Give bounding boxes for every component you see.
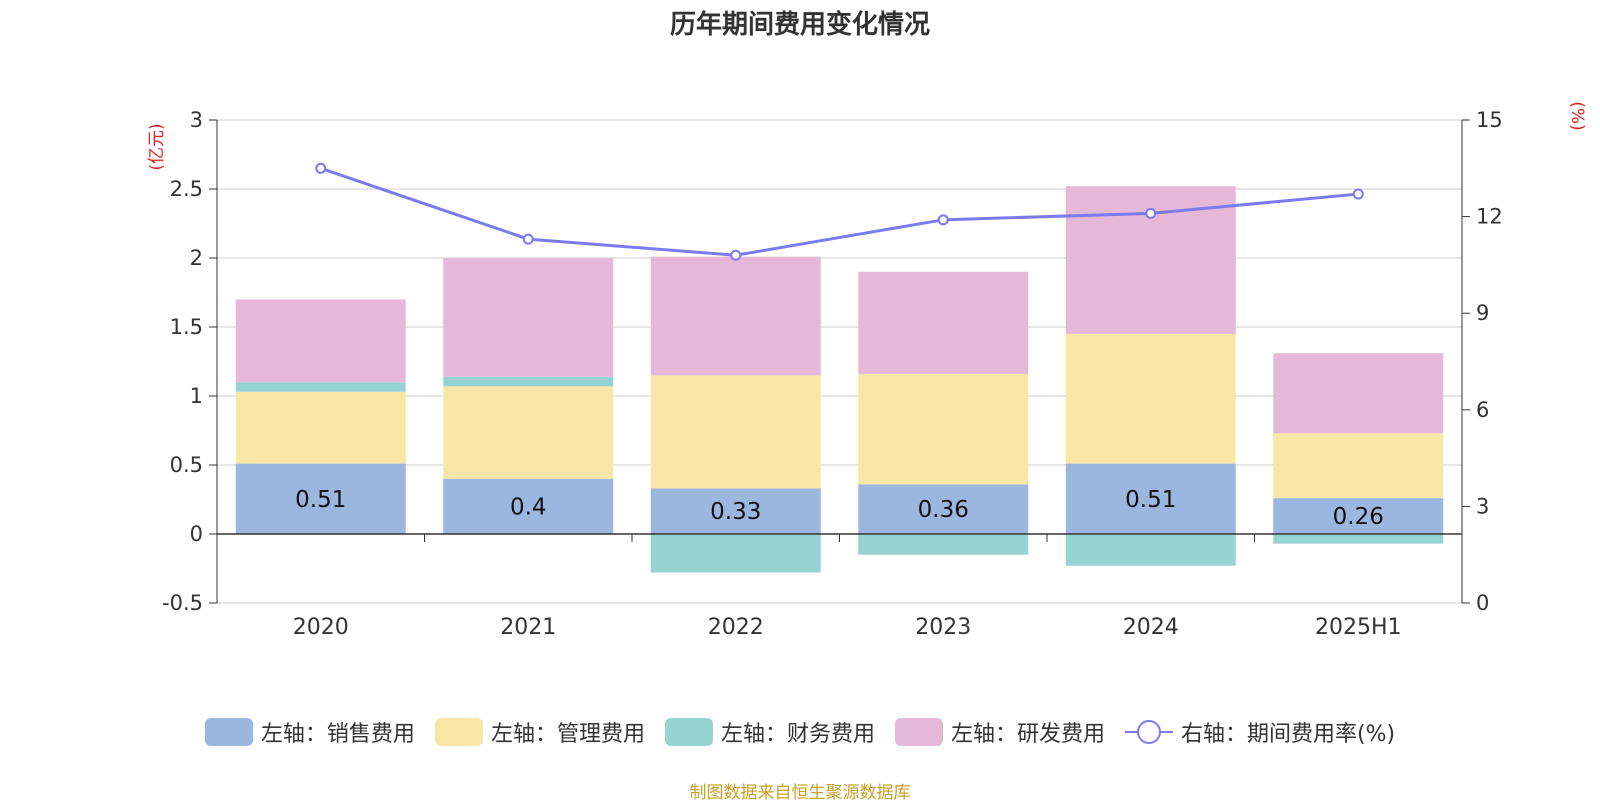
rate-point (730, 249, 742, 261)
left-axis-tick-label: 1 (190, 384, 203, 408)
rate-point (1352, 188, 1364, 200)
left-axis-tick-label: 2.5 (170, 177, 203, 201)
left-axis-tick-label: 0 (190, 522, 203, 546)
bar-finance (1273, 534, 1444, 544)
legend-label-rd: 左轴：研发费用 (950, 722, 1105, 747)
x-axis-tick-label: 2025H1 (1315, 615, 1402, 640)
right-axis-tick-label: 12 (1476, 205, 1503, 229)
chart-plot: 3 2.5 2 1.5 1 0.5 0 -0.5 15 12 9 6 3 0 (亿元) (%) 2020 2021… (147, 101, 1587, 640)
x-axis-tick-label: 2022 (708, 615, 764, 640)
bar-finance (650, 534, 821, 573)
bar-admin (1273, 433, 1444, 499)
data-label: 0.36 (918, 497, 969, 523)
bar-rd (858, 271, 1029, 374)
bar-finance (858, 534, 1029, 555)
legend-item-rate[interactable]: 右轴：期间费用率(%) (1124, 716, 1396, 748)
left-axis-tick-label: 1.5 (170, 315, 203, 339)
bar-finance (1065, 534, 1236, 566)
left-axis-unit: (亿元) (147, 123, 167, 170)
bar-admin (235, 391, 406, 464)
legend-swatch-sales (204, 718, 253, 746)
x-axis-tick-label: 2023 (915, 615, 971, 640)
data-label: 0.51 (295, 487, 346, 513)
rate-point (522, 233, 534, 245)
source-footer: 制图数据来自恒生聚源数据库 (689, 783, 911, 803)
legend-swatch-finance (664, 718, 713, 746)
rate-line (320, 166, 1359, 257)
data-label: 0.4 (510, 494, 547, 520)
bar-rd (443, 258, 614, 377)
legend-item-sales[interactable]: 左轴：销售费用 (204, 716, 415, 748)
bar-sales (650, 488, 821, 534)
bar-sales (235, 463, 406, 534)
bar-sales (1065, 463, 1236, 534)
right-axis-unit: (%) (1567, 101, 1587, 130)
legend-label-finance: 左轴：财务费用 (720, 722, 875, 747)
x-axis-tick-label: 2021 (500, 615, 556, 640)
right-axis-tick-label: 6 (1476, 398, 1489, 422)
rate-point (937, 214, 949, 226)
left-axis-tick-label: 0.5 (170, 453, 203, 477)
rate-point (1145, 207, 1157, 219)
data-label: 0.26 (1333, 504, 1384, 530)
right-axis-tick-label: 9 (1476, 301, 1489, 325)
legend-swatch-rate (1124, 718, 1173, 746)
legend-label-admin: 左轴：管理费用 (490, 722, 645, 747)
bar-finance (235, 382, 406, 392)
bar-sales (443, 478, 614, 534)
right-axis-tick-label: 0 (1476, 591, 1489, 615)
bar-rd (650, 256, 821, 376)
bar-sales (858, 484, 1029, 534)
right-axis-tick-label: 3 (1476, 494, 1489, 518)
legend-label-sales: 左轴：销售费用 (260, 722, 415, 747)
legend-label-rate: 右轴：期间费用率(%) (1180, 722, 1396, 747)
right-axis-tick-label: 15 (1476, 108, 1503, 132)
rate-point (315, 162, 327, 174)
legend-swatch-admin (434, 718, 483, 746)
legend-item-finance[interactable]: 左轴：财务费用 (664, 716, 875, 748)
legend-swatch-rd (894, 718, 943, 746)
legend-item-rd[interactable]: 左轴：研发费用 (894, 716, 1105, 748)
bar-admin (443, 386, 614, 479)
bar-admin (1065, 333, 1236, 464)
bar-admin (650, 375, 821, 489)
bar-finance (443, 376, 614, 387)
left-axis-tick-label: 2 (190, 246, 203, 270)
bar-rd (235, 299, 406, 383)
x-axis-tick-label: 2024 (1123, 615, 1179, 640)
x-axis-tick-label: 2020 (293, 615, 349, 640)
legend-item-admin[interactable]: 左轴：管理费用 (434, 716, 645, 748)
bar-admin (858, 373, 1029, 485)
data-label: 0.51 (1125, 487, 1176, 513)
left-axis-tick-label: 3 (190, 108, 203, 132)
chart-title: 历年期间费用变化情况 (669, 10, 930, 40)
legend: 左轴：销售费用 左轴：管理费用 左轴：财务费用 左轴：研发费用 右轴：期间费用率… (0, 716, 1600, 748)
left-axis-tick-label: -0.5 (162, 591, 203, 615)
data-label: 0.33 (710, 499, 761, 525)
bar-rd (1273, 353, 1444, 434)
bar-sales (1273, 498, 1444, 534)
